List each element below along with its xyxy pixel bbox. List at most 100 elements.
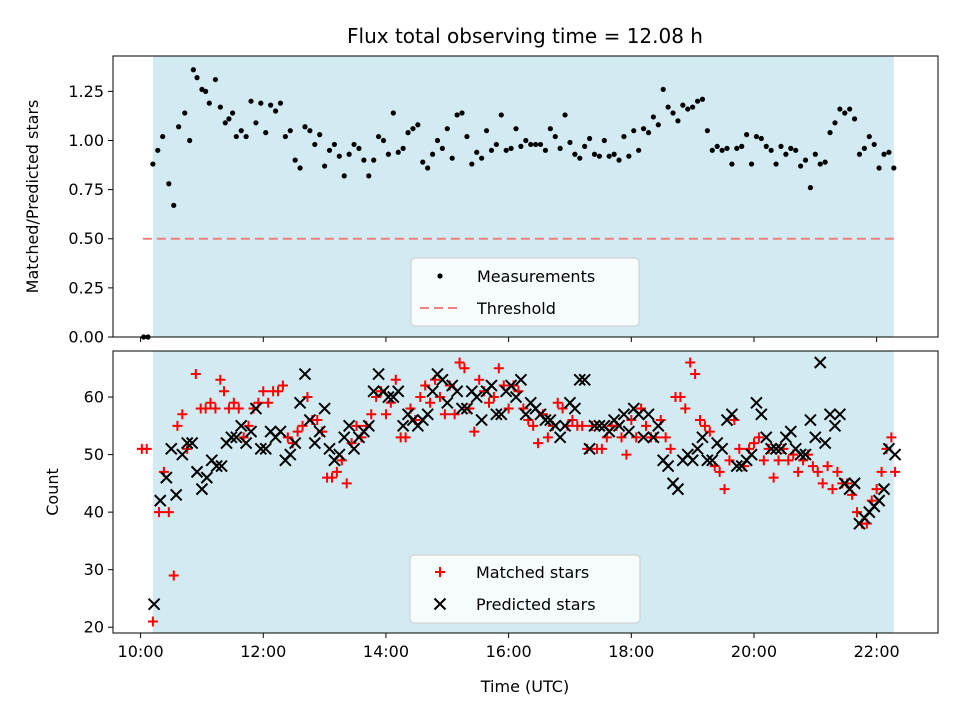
measurement-point bbox=[744, 132, 750, 138]
matched-star-point bbox=[434, 392, 445, 403]
matched-star-point bbox=[474, 374, 485, 385]
measurement-point bbox=[690, 104, 696, 110]
predicted-star-point bbox=[725, 408, 739, 421]
predicted-star-point bbox=[470, 390, 483, 404]
measurement-point bbox=[837, 106, 843, 112]
legend-predicted-label: Predicted stars bbox=[476, 595, 596, 614]
legend-threshold-label: Threshold bbox=[476, 299, 556, 318]
predicted-star-point bbox=[701, 454, 714, 467]
measurement-point bbox=[395, 149, 401, 155]
predicted-star-point bbox=[274, 425, 287, 438]
measurement-point bbox=[739, 143, 745, 149]
predicted-star-point bbox=[323, 442, 336, 456]
legend-measurements-label: Measurements bbox=[477, 267, 595, 286]
predicted-star-point bbox=[225, 431, 238, 444]
predicted-star-point bbox=[588, 419, 601, 433]
measurement-point bbox=[346, 151, 352, 157]
predicted-star-point bbox=[872, 494, 886, 507]
matched-star-point bbox=[366, 409, 377, 420]
measurement-point bbox=[533, 141, 539, 148]
matched-star-point bbox=[190, 369, 201, 380]
measurement-point bbox=[626, 153, 632, 159]
measurement-point bbox=[768, 147, 774, 153]
predicted-star-point bbox=[230, 431, 243, 444]
matched-star-point bbox=[621, 449, 632, 460]
matched-star-point bbox=[503, 403, 514, 414]
predicted-star-point bbox=[647, 431, 660, 444]
predicted-star-point bbox=[774, 442, 788, 456]
measurement-point bbox=[508, 145, 514, 151]
measurement-point bbox=[203, 88, 209, 94]
y-tick-label: 0.25 bbox=[68, 278, 104, 297]
predicted-star-point bbox=[490, 408, 503, 421]
matched-star-point bbox=[552, 397, 563, 408]
measurement-point bbox=[694, 98, 701, 104]
measurement-point bbox=[714, 143, 720, 149]
measurement-point bbox=[763, 143, 769, 149]
y-tick-label: 60 bbox=[84, 388, 104, 407]
predicted-star-point bbox=[495, 408, 508, 421]
predicted-star-point bbox=[794, 448, 807, 461]
matched-star-point bbox=[758, 455, 769, 466]
measurement-point bbox=[655, 122, 661, 128]
matched-star-point bbox=[528, 420, 539, 431]
measurement-point bbox=[282, 133, 288, 140]
predicted-star-point bbox=[421, 408, 434, 421]
matched-star-point bbox=[886, 432, 897, 443]
measurement-point bbox=[758, 135, 764, 142]
measurement-point bbox=[596, 153, 603, 159]
measurement-point bbox=[150, 161, 156, 167]
predicted-star-point bbox=[549, 419, 562, 433]
measurement-point bbox=[272, 108, 279, 114]
matched-star-point bbox=[292, 426, 303, 437]
measurement-point bbox=[606, 153, 612, 159]
measurement-point bbox=[753, 133, 760, 140]
measurement-point bbox=[166, 181, 172, 187]
predicted-star-point bbox=[769, 442, 783, 456]
predicted-star-point bbox=[485, 379, 498, 392]
measurement-point bbox=[253, 120, 259, 126]
matched-star-point bbox=[141, 443, 152, 454]
bottom-legend: Matched stars Predicted stars bbox=[409, 554, 641, 624]
matched-star-point bbox=[469, 426, 480, 437]
predicted-star-point bbox=[367, 385, 380, 398]
measurement-point bbox=[182, 110, 188, 116]
predicted-star-point bbox=[593, 419, 606, 433]
measurement-point bbox=[488, 147, 495, 153]
measurement-point bbox=[709, 147, 715, 153]
matched-star-point bbox=[876, 466, 887, 477]
predicted-star-point bbox=[691, 442, 704, 456]
matched-star-point bbox=[454, 357, 465, 368]
matched-star-point bbox=[459, 363, 470, 374]
measurement-point bbox=[601, 137, 607, 144]
predicted-star-point bbox=[372, 367, 385, 381]
predicted-star-point bbox=[809, 431, 822, 444]
matched-star-point bbox=[807, 461, 818, 472]
measurement-point bbox=[248, 98, 254, 104]
matched-star-point bbox=[817, 478, 828, 489]
matched-star-point bbox=[484, 397, 495, 408]
matched-star-point bbox=[147, 616, 158, 627]
measurement-point bbox=[748, 161, 755, 167]
predicted-star-point bbox=[234, 419, 248, 433]
top-y-axis-label: Matched/Predicted stars bbox=[23, 100, 42, 294]
measurement-point bbox=[876, 165, 882, 171]
matched-star-point bbox=[822, 461, 833, 472]
predicted-star-point bbox=[652, 419, 665, 433]
matched-star-point bbox=[380, 409, 391, 420]
predicted-star-point bbox=[160, 471, 173, 484]
matched-star-point bbox=[626, 415, 637, 426]
measurement-point bbox=[361, 157, 367, 163]
matched-star-point bbox=[312, 415, 323, 426]
matched-star-point bbox=[168, 570, 179, 581]
predicted-star-point bbox=[730, 459, 744, 473]
matched-star-point bbox=[200, 403, 211, 414]
predicted-star-point bbox=[165, 442, 178, 456]
predicted-star-point bbox=[553, 431, 567, 444]
predicted-star-point bbox=[828, 419, 842, 433]
predicted-star-point bbox=[622, 425, 636, 438]
predicted-star-point bbox=[176, 448, 189, 461]
predicted-star-point bbox=[450, 385, 464, 398]
measurement-point bbox=[405, 130, 411, 136]
measurement-point bbox=[287, 128, 293, 134]
